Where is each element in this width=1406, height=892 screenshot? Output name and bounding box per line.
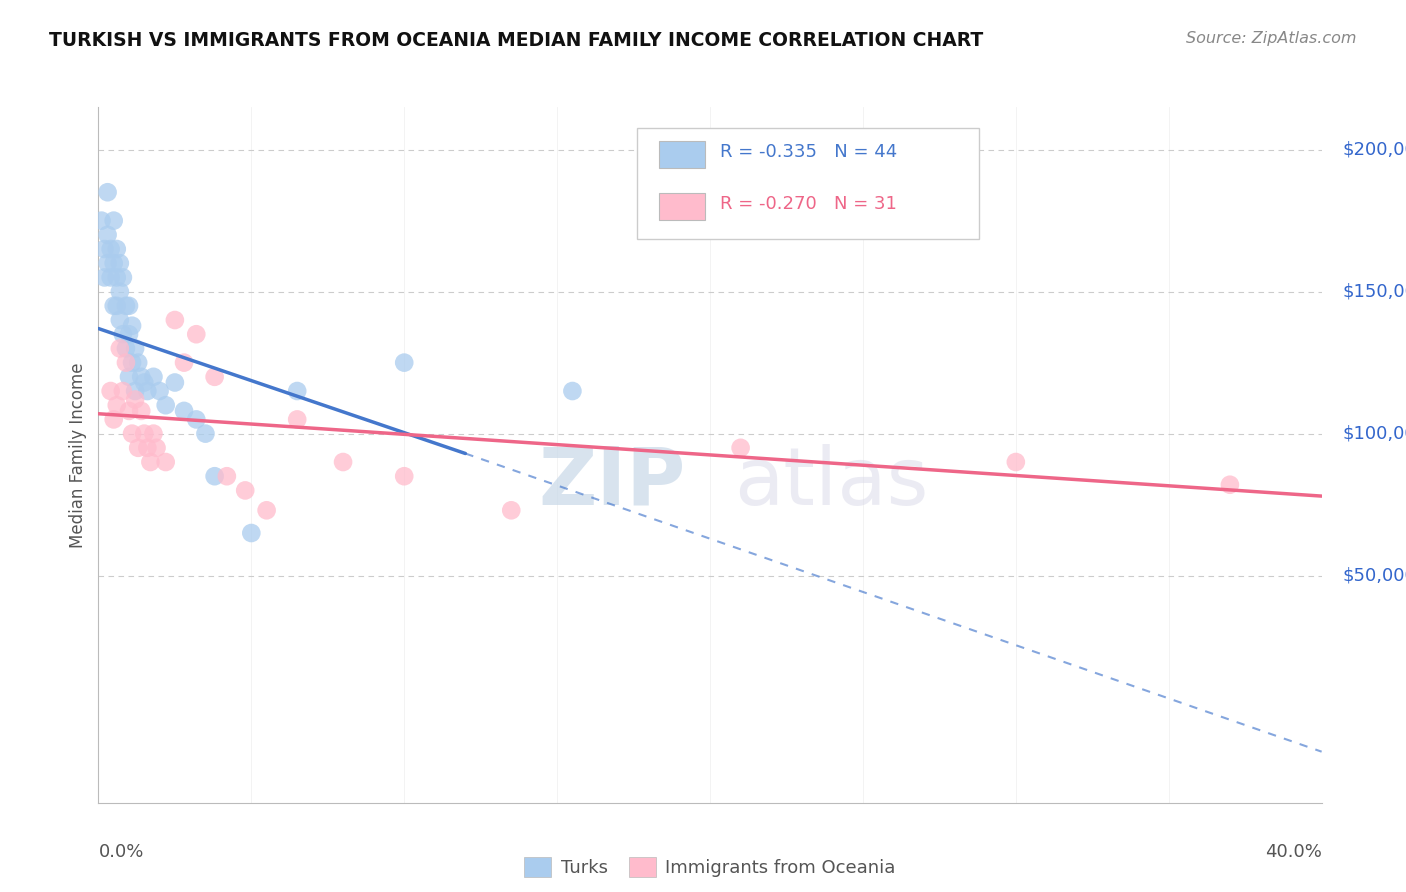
- Point: [173, 356, 195, 370]
- Text: 0.0%: 0.0%: [98, 843, 143, 861]
- Text: 40.0%: 40.0%: [1265, 843, 1322, 861]
- FancyBboxPatch shape: [658, 194, 706, 219]
- FancyBboxPatch shape: [658, 141, 706, 168]
- Point: [97, 256, 120, 270]
- Point: [90, 213, 112, 227]
- Point: [285, 384, 308, 398]
- Text: ZIP: ZIP: [538, 443, 686, 522]
- Point: [285, 412, 308, 426]
- Point: [392, 469, 416, 483]
- Point: [233, 483, 256, 498]
- Point: [105, 299, 128, 313]
- FancyBboxPatch shape: [637, 128, 979, 239]
- Text: TURKISH VS IMMIGRANTS FROM OCEANIA MEDIAN FAMILY INCOME CORRELATION CHART: TURKISH VS IMMIGRANTS FROM OCEANIA MEDIA…: [49, 31, 983, 50]
- Point: [332, 455, 354, 469]
- Point: [129, 404, 152, 418]
- Point: [186, 327, 208, 342]
- Point: [501, 503, 523, 517]
- Point: [121, 426, 143, 441]
- Point: [108, 256, 131, 270]
- Point: [204, 369, 226, 384]
- Point: [100, 242, 122, 256]
- Point: [1004, 455, 1026, 469]
- Point: [194, 426, 217, 441]
- Point: [139, 455, 162, 469]
- Y-axis label: Median Family Income: Median Family Income: [69, 362, 87, 548]
- Point: [108, 285, 131, 299]
- Point: [103, 213, 125, 227]
- Point: [142, 369, 165, 384]
- Point: [100, 270, 122, 285]
- Point: [136, 384, 159, 398]
- Text: $150,000: $150,000: [1343, 283, 1406, 301]
- Text: $200,000: $200,000: [1343, 141, 1406, 159]
- Point: [124, 384, 146, 398]
- Text: $100,000: $100,000: [1343, 425, 1406, 442]
- Text: $50,000: $50,000: [1343, 566, 1406, 584]
- Text: R = -0.335   N = 44: R = -0.335 N = 44: [720, 144, 897, 161]
- Point: [730, 441, 752, 455]
- Point: [118, 299, 141, 313]
- Point: [97, 227, 120, 242]
- Point: [93, 270, 115, 285]
- Point: [163, 376, 186, 390]
- Point: [142, 426, 165, 441]
- Point: [149, 384, 172, 398]
- Point: [124, 342, 146, 356]
- Point: [100, 384, 122, 398]
- Point: [186, 412, 208, 426]
- Point: [129, 369, 152, 384]
- Point: [127, 441, 149, 455]
- Point: [155, 398, 177, 412]
- Point: [173, 404, 195, 418]
- Point: [256, 503, 278, 517]
- Point: [105, 398, 128, 412]
- Text: R = -0.270   N = 31: R = -0.270 N = 31: [720, 195, 897, 213]
- Point: [240, 526, 263, 541]
- Legend: Turks, Immigrants from Oceania: Turks, Immigrants from Oceania: [517, 850, 903, 884]
- Point: [108, 313, 131, 327]
- Point: [134, 376, 156, 390]
- Point: [118, 327, 141, 342]
- Point: [121, 356, 143, 370]
- Point: [155, 455, 177, 469]
- Point: [97, 186, 120, 200]
- Point: [127, 356, 149, 370]
- Point: [111, 327, 134, 342]
- Point: [118, 404, 141, 418]
- Point: [121, 318, 143, 333]
- Point: [115, 356, 138, 370]
- Point: [163, 313, 186, 327]
- Point: [103, 299, 125, 313]
- Point: [1219, 477, 1241, 491]
- Point: [136, 441, 159, 455]
- Point: [105, 270, 128, 285]
- Point: [124, 392, 146, 407]
- Text: Source: ZipAtlas.com: Source: ZipAtlas.com: [1187, 31, 1357, 46]
- Point: [111, 384, 134, 398]
- Point: [108, 342, 131, 356]
- Point: [105, 242, 128, 256]
- Text: atlas: atlas: [734, 443, 929, 522]
- Point: [204, 469, 226, 483]
- Point: [111, 270, 134, 285]
- Point: [118, 369, 141, 384]
- Point: [103, 256, 125, 270]
- Point: [145, 441, 167, 455]
- Point: [561, 384, 583, 398]
- Point: [392, 356, 416, 370]
- Point: [134, 426, 156, 441]
- Point: [115, 342, 138, 356]
- Point: [115, 299, 138, 313]
- Point: [215, 469, 238, 483]
- Point: [103, 412, 125, 426]
- Point: [93, 242, 115, 256]
